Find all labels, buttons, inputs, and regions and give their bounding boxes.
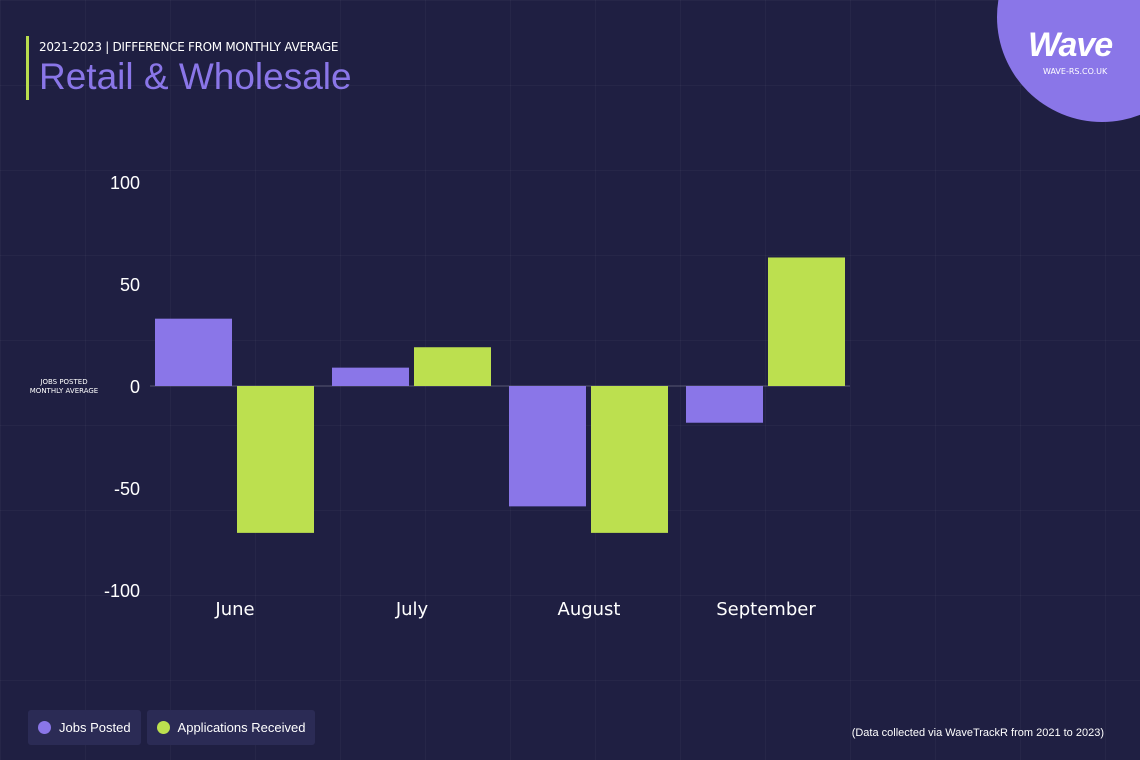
bar-applications-received-august xyxy=(591,386,668,533)
legend-item-applications: Applications Received xyxy=(146,710,316,745)
bar-jobs-posted-september xyxy=(686,386,763,423)
logo-wordmark: Wave xyxy=(1028,26,1113,64)
bar-jobs-posted-july xyxy=(332,367,409,386)
logo-url: WAVE-RS.CO.UK xyxy=(1043,67,1108,76)
x-tick-label: September xyxy=(716,599,816,620)
chart-header: 2021-2023 | DIFFERENCE FROM MONTHLY AVER… xyxy=(26,36,352,100)
bar-jobs-posted-june xyxy=(155,318,232,386)
zero-line-label: JOBS POSTED xyxy=(39,378,87,386)
legend-item-jobs-posted: Jobs Posted xyxy=(28,710,141,745)
zero-line-label: MONTHLY AVERAGE xyxy=(30,387,98,395)
footnote: (Data collected via WaveTrackR from 2021… xyxy=(851,727,1104,739)
x-tick-label: July xyxy=(395,599,429,620)
x-tick-label: August xyxy=(558,599,621,620)
logo-circle xyxy=(997,0,1140,122)
y-tick-label: -100 xyxy=(104,581,140,601)
chart-subtitle: 2021-2023 | DIFFERENCE FROM MONTHLY AVER… xyxy=(39,40,339,54)
legend-swatch xyxy=(156,721,170,734)
bar-applications-received-june xyxy=(237,386,314,533)
y-tick-label: 0 xyxy=(130,377,140,397)
legend: Jobs Posted Applications Received xyxy=(28,710,316,745)
x-tick-label: June xyxy=(214,599,254,620)
bar-applications-received-september xyxy=(768,257,845,386)
bar-applications-received-july xyxy=(414,347,491,386)
legend-label: Applications Received xyxy=(177,720,306,735)
y-tick-label: 50 xyxy=(120,275,140,295)
bar-jobs-posted-august xyxy=(509,386,586,507)
legend-swatch xyxy=(38,721,51,734)
y-tick-label: -50 xyxy=(114,479,140,499)
y-tick-label: 100 xyxy=(110,173,140,193)
chart-title: Retail & Wholesale xyxy=(39,56,352,97)
legend-label: Jobs Posted xyxy=(59,720,131,735)
